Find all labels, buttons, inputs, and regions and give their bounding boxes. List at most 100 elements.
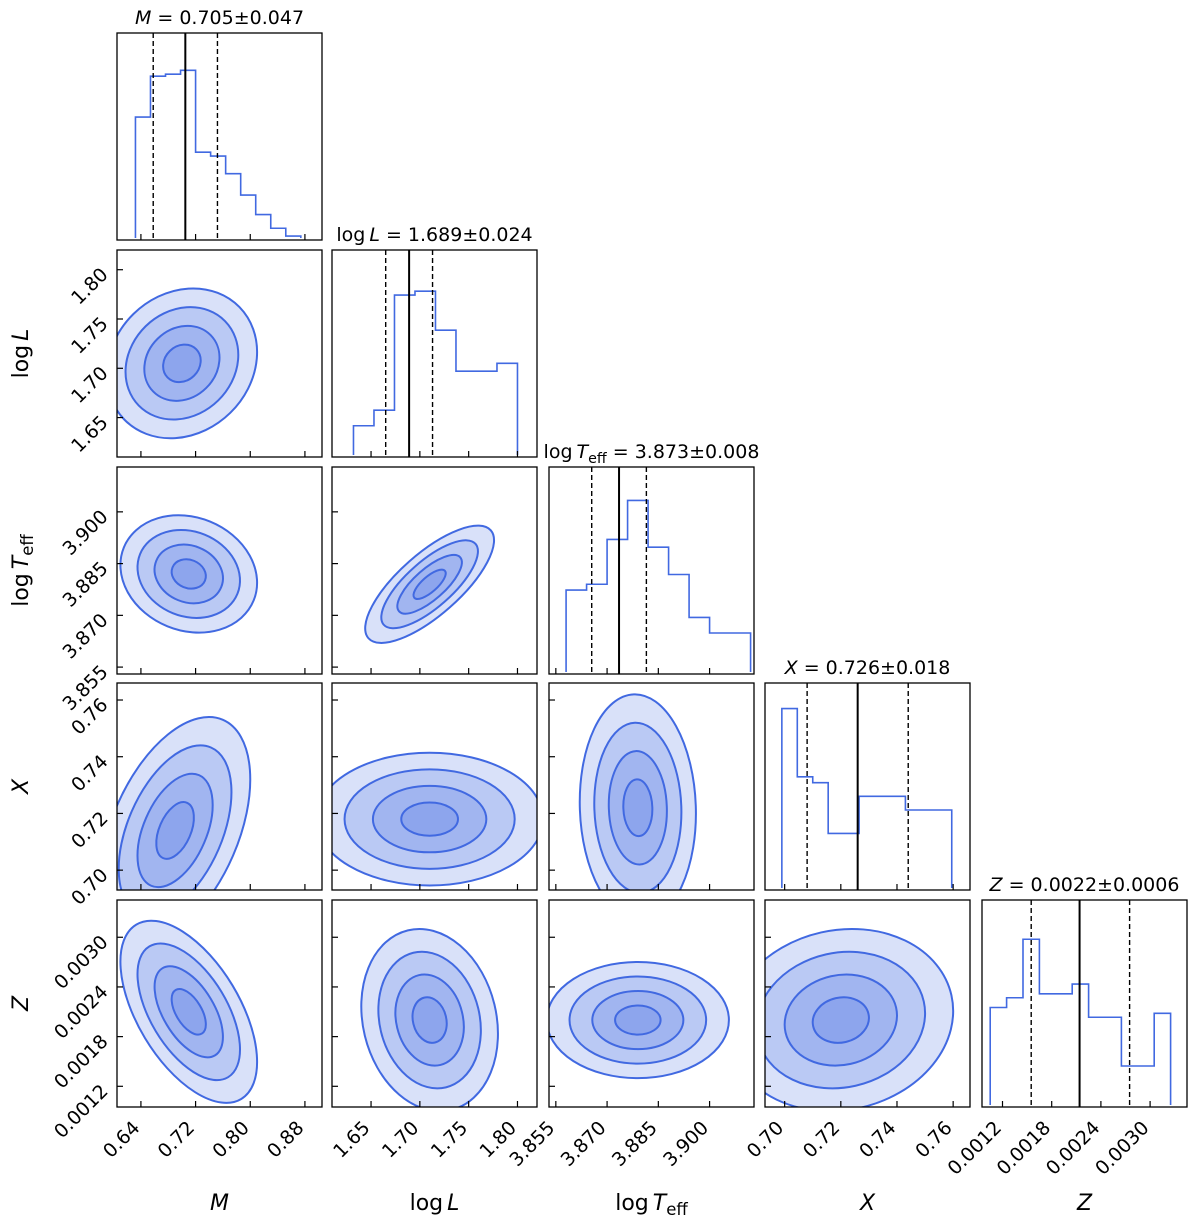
contour-level-1 bbox=[155, 801, 195, 860]
contour-level-1 bbox=[412, 568, 447, 600]
panel-frame bbox=[116, 32, 323, 241]
x-tick-label: 0.72 bbox=[799, 1117, 844, 1162]
contour-level-1 bbox=[170, 558, 207, 590]
contour-level-4 bbox=[360, 927, 499, 1107]
contour-level-2 bbox=[396, 553, 463, 615]
y-tick-label: 0.0018 bbox=[50, 1031, 113, 1094]
panel-frame bbox=[116, 466, 323, 675]
x-tick-label: 0.74 bbox=[855, 1117, 900, 1162]
contour-level-3 bbox=[593, 721, 683, 890]
contour-level-2 bbox=[153, 543, 224, 605]
contour-level-1 bbox=[622, 778, 654, 838]
y-axis-label-logL: logL bbox=[9, 329, 34, 379]
x-tick-label: 0.70 bbox=[743, 1117, 788, 1162]
contour-panel-M-Z bbox=[116, 899, 323, 1108]
x-axis-label-Z: Z bbox=[1076, 1191, 1093, 1216]
x-tick-label: 3.885 bbox=[608, 1117, 662, 1171]
x-tick-label: 0.0024 bbox=[1042, 1117, 1105, 1180]
y-tick-label: 3.900 bbox=[59, 506, 113, 560]
contour-panel-logTeff-Z bbox=[548, 899, 755, 1108]
x-axis-label-M: M bbox=[210, 1191, 229, 1216]
panel-frame bbox=[548, 682, 755, 891]
contour-level-2 bbox=[591, 990, 685, 1051]
histogram-steps-X bbox=[781, 707, 953, 888]
contour-level-4 bbox=[578, 693, 697, 890]
x-tick-label: 0.76 bbox=[911, 1117, 956, 1162]
title-X: X = 0.726±0.018 bbox=[784, 657, 951, 679]
histogram-steps-logL bbox=[352, 290, 519, 455]
title-logTeff: log Teff = 3.873±0.008 bbox=[544, 441, 760, 467]
contour-level-2 bbox=[394, 973, 465, 1067]
contour-level-4 bbox=[117, 287, 259, 440]
contour-level-2 bbox=[143, 324, 221, 402]
panel-frame bbox=[331, 249, 538, 458]
panel-frame bbox=[764, 899, 971, 1108]
y-tick-label: 0.0030 bbox=[50, 931, 113, 994]
x-tick-label: 3.900 bbox=[659, 1117, 713, 1171]
x-tick-label: 3.870 bbox=[557, 1117, 611, 1171]
y-tick-label: 0.70 bbox=[67, 864, 112, 909]
y-tick-label: 1.65 bbox=[67, 412, 112, 457]
contour-level-4 bbox=[119, 919, 259, 1104]
contour-panel-logL-logTeff bbox=[331, 466, 538, 675]
contour-panel-M-logTeff bbox=[116, 466, 323, 675]
contour-panel-X-Z bbox=[764, 899, 971, 1108]
contour-level-3 bbox=[117, 744, 233, 890]
contour-level-1 bbox=[811, 996, 870, 1044]
contour-level-3 bbox=[136, 942, 241, 1082]
y-tick-label: 1.70 bbox=[67, 362, 112, 407]
contour-panel-logL-Z bbox=[331, 899, 538, 1108]
title-M: M = 0.705±0.047 bbox=[135, 7, 304, 29]
contour-panel-logL-X bbox=[331, 682, 538, 891]
histogram-panel-logL: log L = 1.689±0.024 bbox=[331, 224, 538, 458]
y-axis-label-X: X bbox=[9, 778, 34, 795]
x-tick-label: 0.88 bbox=[263, 1117, 308, 1162]
x-tick-label: 1.75 bbox=[427, 1117, 472, 1162]
panel-frame bbox=[764, 682, 971, 891]
histogram-steps-Z bbox=[989, 938, 1172, 1105]
x-tick-label: 0.80 bbox=[208, 1117, 253, 1162]
panel-frame bbox=[116, 899, 323, 1108]
panel-frame bbox=[981, 899, 1188, 1108]
contour-panel-M-X bbox=[116, 682, 323, 891]
histogram-panel-Z: Z = 0.0022±0.0006 bbox=[981, 874, 1188, 1108]
contour-level-2 bbox=[783, 973, 898, 1067]
histogram-steps-logTeff bbox=[565, 499, 752, 672]
contour-level-2 bbox=[136, 772, 214, 889]
x-axis-label-X: X bbox=[859, 1191, 876, 1216]
contour-level-1 bbox=[162, 343, 202, 384]
x-tick-label: 0.0018 bbox=[993, 1117, 1056, 1180]
x-tick-label: 0.64 bbox=[99, 1117, 144, 1162]
contour-level-3 bbox=[380, 539, 479, 630]
y-axis-label-logTeff: logTeff bbox=[9, 534, 37, 607]
contour-level-1 bbox=[614, 1004, 662, 1036]
x-tick-label: 1.65 bbox=[329, 1117, 374, 1162]
panel-frame bbox=[331, 466, 538, 675]
panel-frame bbox=[116, 249, 323, 458]
panel-frame bbox=[331, 899, 538, 1108]
x-tick-label: 0.0030 bbox=[1091, 1117, 1154, 1180]
x-axis-label-logL: log L bbox=[410, 1191, 460, 1216]
contour-level-1 bbox=[400, 801, 459, 837]
contour-level-3 bbox=[568, 975, 708, 1065]
panel-frame bbox=[548, 466, 755, 675]
x-axis-label-logTeff: log Teff bbox=[615, 1191, 688, 1219]
panel-frame bbox=[331, 682, 538, 891]
histogram-panel-X: X = 0.726±0.018 bbox=[764, 657, 971, 891]
y-tick-label: 0.74 bbox=[67, 751, 112, 796]
y-tick-label: 0.0012 bbox=[50, 1080, 113, 1143]
x-tick-label: 1.70 bbox=[378, 1117, 423, 1162]
x-tick-label: 0.72 bbox=[154, 1117, 199, 1162]
contour-level-1 bbox=[411, 996, 448, 1044]
x-tick-label: 0.0012 bbox=[943, 1117, 1006, 1180]
contour-panel-M-logL bbox=[116, 249, 323, 458]
contour-level-2 bbox=[607, 750, 668, 866]
y-axis-label-Z: Z bbox=[9, 995, 34, 1012]
contour-level-4 bbox=[332, 751, 537, 887]
contour-level-2 bbox=[371, 784, 488, 854]
title-logL: log L = 1.689±0.024 bbox=[336, 224, 532, 246]
contour-level-3 bbox=[343, 768, 516, 870]
contour-level-2 bbox=[153, 965, 224, 1059]
title-Z: Z = 0.0022±0.0006 bbox=[989, 874, 1180, 896]
